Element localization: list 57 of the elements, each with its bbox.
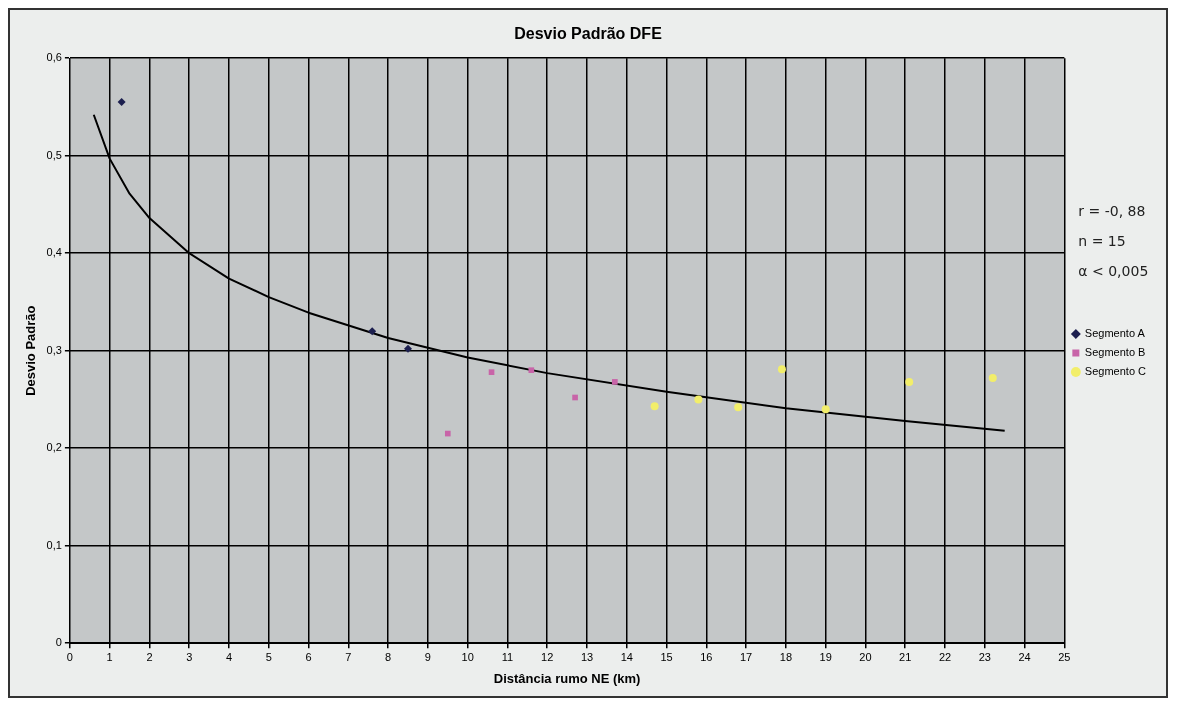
x-tick-label: 21 <box>899 650 912 663</box>
y-tick-label: 0,3 <box>46 343 62 356</box>
x-tick-label: 12 <box>541 650 554 663</box>
x-tick-label: 1 <box>106 650 113 663</box>
x-tick-label: 17 <box>740 650 753 663</box>
point <box>444 430 451 437</box>
point <box>488 369 495 375</box>
point <box>368 327 377 336</box>
x-tick-label: 13 <box>580 650 594 663</box>
x-tick-label: 10 <box>461 650 474 663</box>
x-tick-label: 2 <box>146 650 153 663</box>
legend-label: Segmento C <box>1084 365 1147 378</box>
point <box>528 367 535 374</box>
text: α < 0,005 <box>1078 263 1149 280</box>
x-tick-label: 18 <box>779 650 793 663</box>
x-tick-label: 7 <box>345 650 352 663</box>
point <box>821 405 830 414</box>
point <box>117 98 126 107</box>
point <box>734 403 743 412</box>
x-tick-label: 14 <box>620 650 633 663</box>
legend-label: Segmento B <box>1084 346 1146 359</box>
x-tick-label: 22 <box>938 650 952 663</box>
point <box>612 379 618 385</box>
point <box>404 344 413 353</box>
x-tick-label: 8 <box>385 650 392 663</box>
x-tick-label: 19 <box>819 650 832 663</box>
point <box>905 377 914 386</box>
chart-title: Desvio Padrão DFE <box>514 25 663 43</box>
y-tick-label: 0,6 <box>46 51 62 64</box>
text: n = 15 <box>1078 233 1126 250</box>
x-tick-label: 20 <box>859 650 872 663</box>
x-tick-label: 4 <box>225 650 233 663</box>
x-tick-label: 16 <box>700 650 713 663</box>
x-tick-label: 5 <box>265 650 272 663</box>
point <box>572 394 578 401</box>
x-tick-label: 6 <box>305 650 312 663</box>
point <box>777 365 786 374</box>
y-tick-label: 0,4 <box>46 246 62 259</box>
x-tick-label: 9 <box>424 650 431 663</box>
x-tick-label: 25 <box>1058 650 1071 663</box>
x-tick-label: 11 <box>501 650 514 663</box>
x-tick-label: 3 <box>186 650 193 663</box>
legend-label: Segmento A <box>1084 327 1146 340</box>
x-tick-label: 23 <box>978 650 991 663</box>
y-tick-label: 0,2 <box>46 441 62 454</box>
text: r = -0, 88 <box>1078 203 1146 220</box>
point <box>650 402 659 411</box>
y-tick-label: 0,5 <box>46 148 62 161</box>
y-tick-label: 0,1 <box>46 538 62 551</box>
point <box>988 374 997 382</box>
x-tick-label: 0 <box>66 650 73 663</box>
y-axis-title: Desvio Padrão <box>23 305 39 396</box>
point <box>694 395 703 404</box>
y-tick-label: 0 <box>55 636 62 649</box>
x-tick-label: 15 <box>660 650 673 663</box>
x-tick-label: 24 <box>1018 650 1031 663</box>
x-axis-title: Distância rumo NE (km) <box>493 670 641 686</box>
